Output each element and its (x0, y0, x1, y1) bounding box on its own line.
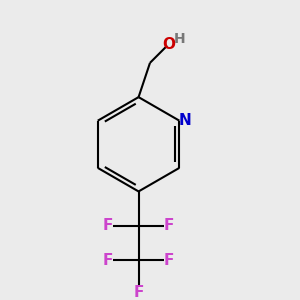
Text: F: F (164, 253, 174, 268)
Text: F: F (103, 253, 113, 268)
Text: F: F (134, 284, 144, 299)
Text: F: F (164, 218, 174, 233)
Text: O: O (162, 37, 175, 52)
Text: H: H (173, 32, 185, 46)
Text: F: F (103, 218, 113, 233)
Text: N: N (178, 113, 191, 128)
